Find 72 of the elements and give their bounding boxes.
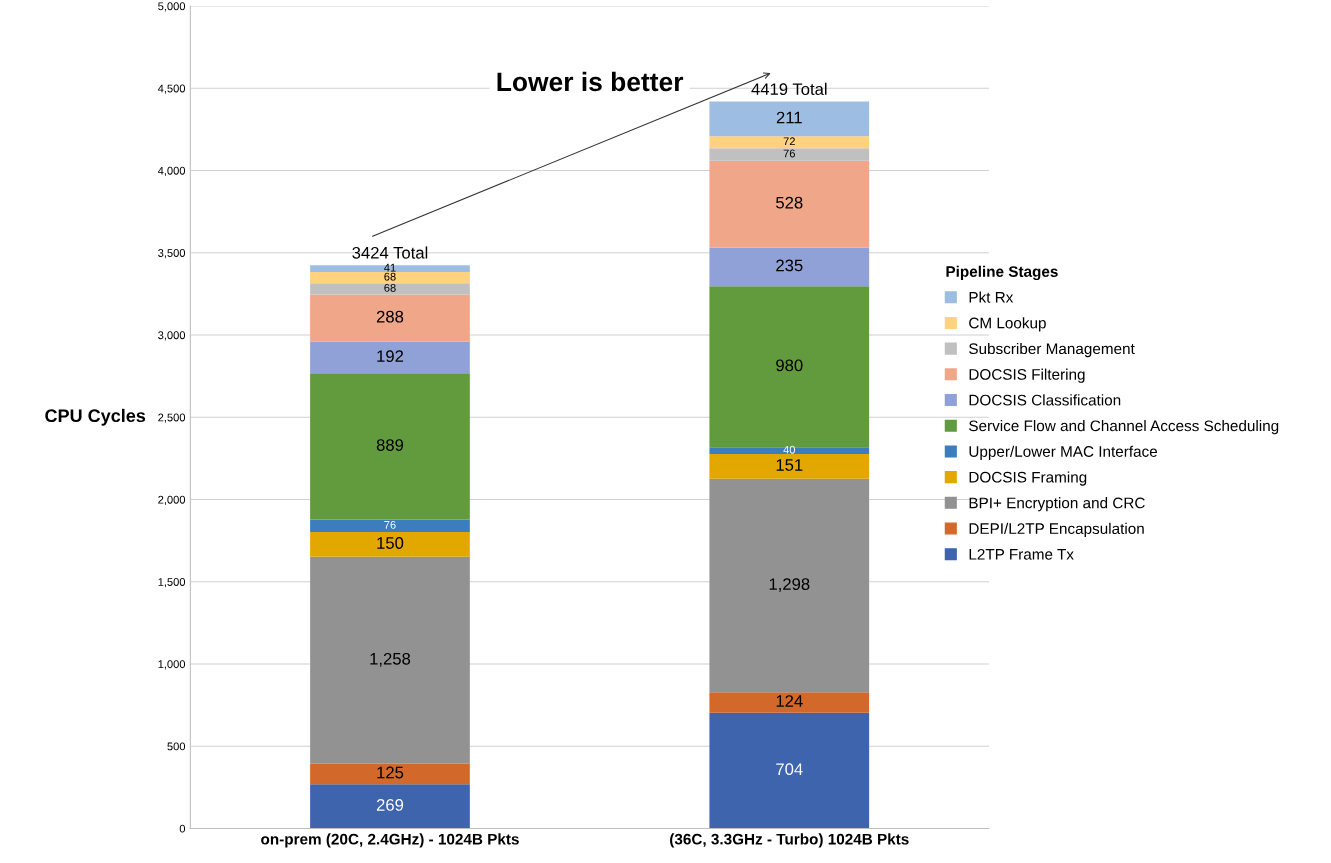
- y-tick-label: 1,500: [158, 578, 186, 588]
- bar: [310, 532, 470, 557]
- y-tick-label: 3,000: [158, 331, 186, 341]
- data-label: 704: [776, 763, 803, 776]
- bar: [310, 373, 470, 520]
- data-label: 1,298: [769, 578, 810, 592]
- x-tick-label: (36C, 3.3GHz - Turbo) 1024B Pkts: [670, 833, 909, 848]
- bar: [310, 341, 470, 374]
- y-tick-label: 0: [179, 824, 186, 833]
- total-label: 3424 Total: [352, 246, 428, 259]
- data-label: 68: [384, 272, 396, 281]
- legend-label: Service Flow and Channel Access Scheduling: [969, 420, 1279, 435]
- y-tick-label: 500: [167, 742, 186, 751]
- data-label: 235: [776, 259, 803, 272]
- data-label: 288: [376, 310, 404, 323]
- legend-label: DOCSIS Framing: [969, 471, 1087, 486]
- bar: [310, 519, 470, 533]
- bar: [709, 453, 870, 479]
- y-tick-label: 4,500: [157, 84, 186, 94]
- legend-label: DOCSIS Classification: [969, 394, 1121, 406]
- data-label: 76: [384, 520, 396, 529]
- bar: [709, 447, 870, 454]
- data-label: 1,258: [370, 652, 411, 667]
- bar: [310, 294, 470, 342]
- y-tick-label: 5,000: [158, 2, 186, 12]
- data-label: 40: [783, 445, 796, 454]
- bar: [310, 272, 470, 284]
- data-label: 211: [776, 111, 802, 124]
- data-label: 41: [384, 263, 396, 272]
- data-label: 68: [384, 283, 396, 292]
- bar: [709, 478, 870, 693]
- legend-title: Pipeline Stages: [946, 265, 1058, 281]
- legend-label: BPI+ Encryption and CRC: [969, 497, 1145, 512]
- data-label: 72: [783, 137, 795, 146]
- y-axis-title: CPU Cycles: [45, 408, 146, 426]
- y-tick-label: 3,500: [158, 249, 186, 259]
- legend-label: Upper/Lower MAC Interface: [969, 445, 1158, 460]
- bar: [709, 160, 870, 248]
- legend-label: DOCSIS Filtering: [969, 368, 1085, 383]
- data-label: 528: [776, 196, 803, 209]
- bar: [310, 265, 470, 273]
- legend-label: Pkt Rx: [969, 291, 1014, 303]
- legend-label: Subscriber Management: [969, 342, 1135, 358]
- annotation: Lower is better: [497, 71, 684, 92]
- y-tick-label: 2,000: [158, 495, 186, 505]
- bar: [709, 101, 870, 137]
- total-label: 4419 Total: [751, 82, 827, 96]
- legend-label: L2TP Frame Tx: [969, 548, 1074, 560]
- bar: [310, 763, 470, 785]
- data-label: 124: [776, 695, 803, 707]
- bar: [709, 712, 870, 829]
- data-label: 269: [376, 799, 404, 811]
- data-label: 125: [377, 766, 404, 779]
- y-tick-label: 1,000: [158, 660, 186, 670]
- bar: [709, 692, 870, 713]
- y-tick-label: 4,000: [157, 166, 186, 176]
- x-tick-label: on-prem (20C, 2.4GHz) - 1024B Pkts: [261, 833, 519, 848]
- bar: [310, 556, 470, 764]
- y-tick-label: 2,500: [158, 413, 186, 423]
- data-label: 192: [377, 350, 404, 363]
- data-label: 151: [776, 459, 803, 471]
- data-label: 76: [783, 149, 795, 158]
- data-label: 889: [376, 439, 404, 451]
- bar: [310, 784, 470, 829]
- bar: [310, 283, 470, 295]
- bar: [709, 148, 870, 161]
- bar: [709, 247, 870, 287]
- legend-label: CM Lookup: [969, 317, 1046, 332]
- bar: [709, 136, 870, 149]
- legend-label: DEPI/L2TP Encapsulation: [969, 522, 1144, 538]
- data-label: 150: [377, 537, 404, 549]
- data-label: 980: [776, 359, 803, 372]
